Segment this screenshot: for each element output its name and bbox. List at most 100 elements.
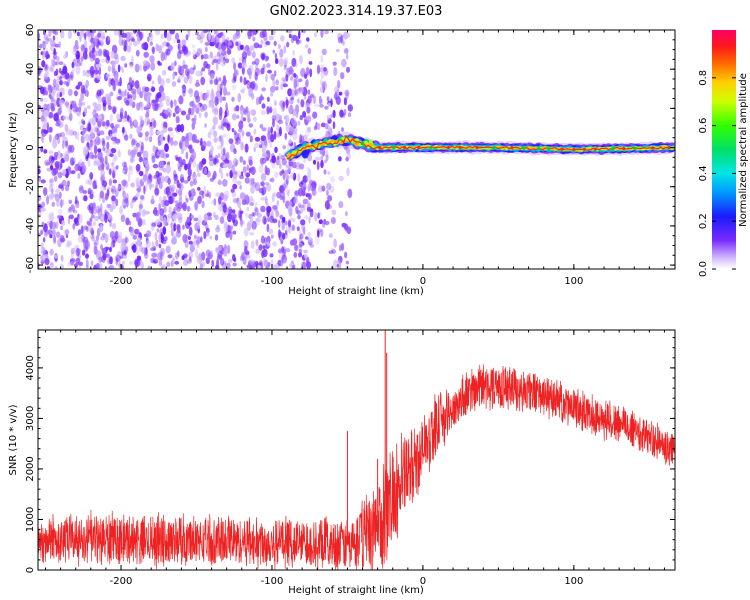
- spectral-noise-point: [277, 248, 282, 254]
- spectral-noise-point: [231, 191, 237, 198]
- spectral-noise-point: [275, 58, 279, 65]
- spectral-noise-point: [288, 200, 293, 206]
- spectral-noise-point: [273, 130, 277, 140]
- spectral-ridge-dot: [547, 147, 551, 151]
- spectral-noise-point: [88, 45, 92, 52]
- spectral-noise-point: [302, 201, 306, 212]
- spectral-noise-point: [171, 81, 177, 87]
- spectral-noise-point: [140, 195, 145, 200]
- spectral-noise-point: [189, 193, 194, 201]
- spectral-noise-point: [276, 200, 280, 207]
- spectral-noise-point: [273, 70, 277, 77]
- spectral-noise-point: [276, 191, 282, 199]
- spectral-noise-point: [107, 105, 112, 111]
- spectral-noise-point: [106, 234, 109, 241]
- spectral-noise-point: [121, 198, 127, 208]
- spectral-noise-point: [223, 190, 230, 200]
- spectral-noise-point: [232, 171, 238, 180]
- spectral-noise-point: [288, 139, 293, 144]
- spectral-noise-point: [121, 68, 125, 73]
- spectral-noise-point: [109, 246, 112, 253]
- spectral-noise-point: [269, 73, 273, 80]
- spectral-noise-point: [76, 31, 81, 37]
- spectral-ridge-dot: [458, 145, 462, 150]
- spectral-noise-point: [119, 76, 122, 87]
- spectral-noise-point: [105, 135, 110, 141]
- spectral-noise-point: [81, 128, 88, 139]
- spectral-noise-point: [80, 135, 85, 144]
- spectral-noise-point: [235, 105, 240, 112]
- spectral-noise-point: [216, 83, 222, 93]
- spectral-noise-point: [42, 124, 47, 131]
- spectral-noise-point: [167, 177, 171, 185]
- spectral-noise-point: [80, 101, 86, 106]
- spectral-noise-point: [237, 62, 243, 69]
- spectral-noise-point: [49, 248, 54, 256]
- spectral-noise-point: [320, 71, 325, 79]
- spectral-noise-point: [267, 69, 272, 74]
- spectral-noise-point: [232, 72, 239, 77]
- spectral-noise-point: [107, 55, 110, 62]
- spectral-noise-point: [191, 44, 196, 49]
- spectral-noise-point: [92, 54, 96, 61]
- spectral-noise-point: [201, 190, 205, 199]
- spectral-noise-point: [93, 241, 98, 251]
- colorbar-tick-label: 0.2: [698, 213, 709, 229]
- spectral-noise-point: [276, 133, 281, 138]
- spectral-noise-point: [175, 32, 180, 41]
- spectral-noise-point: [267, 96, 270, 103]
- spectral-noise-point: [51, 93, 55, 98]
- spectral-noise-point: [305, 129, 310, 138]
- spectral-noise-point: [90, 42, 94, 49]
- spectral-noise-point: [178, 42, 183, 49]
- spectral-noise-point: [130, 123, 133, 129]
- spectral-noise-point: [239, 211, 243, 221]
- spectral-noise-point: [200, 91, 203, 101]
- spectral-noise-point: [331, 209, 337, 216]
- spectral-noise-point: [158, 195, 162, 204]
- spectral-noise-point: [216, 41, 222, 50]
- spectral-noise-point: [181, 135, 186, 142]
- spectral-noise-point: [129, 63, 134, 69]
- spectral-noise-point: [189, 75, 193, 85]
- spectral-noise-point: [214, 137, 220, 142]
- spectral-noise-point: [152, 99, 156, 104]
- spectral-noise-point: [93, 50, 100, 57]
- spectral-noise-point: [260, 205, 266, 213]
- spectral-noise-point: [168, 196, 174, 205]
- spectral-noise-point: [267, 262, 271, 267]
- spectral-noise-point: [144, 251, 149, 260]
- spectral-noise-point: [303, 95, 307, 100]
- spectral-noise-point: [346, 167, 350, 177]
- spectral-noise-point: [40, 229, 43, 236]
- spectral-noise-point: [192, 178, 197, 186]
- spectral-noise-point: [134, 228, 140, 235]
- spectral-noise-point: [175, 115, 180, 124]
- spectral-noise-point: [311, 188, 317, 196]
- spectral-noise-point: [99, 224, 104, 232]
- spectral-noise-point: [77, 261, 82, 266]
- spectral-noise-point: [216, 257, 219, 267]
- spectral-noise-point: [312, 159, 317, 165]
- x-tick-label: 100: [564, 276, 583, 287]
- spectral-noise-point: [288, 69, 293, 75]
- spectral-noise-point: [140, 261, 144, 269]
- spectral-noise-point: [213, 78, 219, 86]
- spectral-noise-point: [115, 254, 121, 263]
- spectral-noise-point: [157, 175, 161, 185]
- spectral-noise-point: [211, 61, 215, 65]
- spectral-noise-point: [257, 264, 261, 269]
- spectral-noise-point: [93, 161, 98, 166]
- spectral-noise-point: [272, 78, 276, 88]
- spectral-noise-point: [237, 40, 241, 47]
- spectral-noise-point: [283, 57, 289, 65]
- spectral-noise-point: [283, 64, 287, 71]
- spectral-noise-point: [177, 201, 183, 209]
- spectral-noise-point: [347, 188, 353, 199]
- spectral-noise-point: [241, 62, 248, 69]
- spectral-noise-point: [282, 259, 287, 264]
- spectral-noise-point: [155, 170, 160, 178]
- spectral-noise-point: [338, 156, 342, 162]
- spectrogram-frame: [37, 29, 676, 270]
- spectral-noise-point: [156, 92, 162, 99]
